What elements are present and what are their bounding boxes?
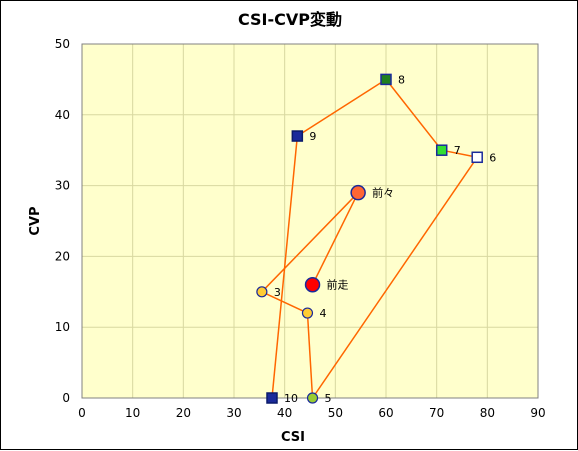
y-tick-label: 40 (55, 108, 70, 122)
trajectory-segment (261, 192, 359, 293)
y-tick-label: 30 (55, 179, 70, 193)
y-tick-label: 10 (55, 320, 70, 334)
data-point-label: 8 (398, 73, 405, 86)
trajectory-segment (261, 291, 308, 314)
y-tick-label: 50 (55, 37, 70, 51)
trajectory-segment (306, 312, 314, 399)
x-axis-ticks: 0 10 20 30 40 50 60 70 80 90 (78, 406, 545, 420)
data-point-label: 9 (309, 130, 316, 143)
x-tick-label: 0 (78, 406, 86, 420)
y-tick-label: 0 (62, 391, 70, 405)
data-point-marker (304, 276, 321, 293)
x-tick-label: 30 (226, 406, 241, 420)
x-tick-label: 50 (328, 406, 343, 420)
data-point-label: 前走 (327, 278, 349, 292)
y-axis-ticks: 0 10 20 30 40 50 (55, 37, 70, 405)
trajectory-segment (311, 156, 478, 399)
data-point-label: 前々 (372, 186, 394, 200)
data-point-label: 3 (274, 286, 281, 299)
chart-title: CSI-CVP変動 (238, 10, 342, 29)
y-axis-title: CVP (28, 206, 43, 235)
trajectory-segment (296, 78, 387, 137)
data-point-label: 4 (319, 307, 326, 320)
data-point-marker (291, 130, 304, 142)
x-axis-title: CSI (281, 430, 305, 445)
data-point-marker (266, 392, 278, 404)
data-point-marker (256, 286, 268, 298)
x-tick-label: 20 (176, 406, 191, 420)
data-points (256, 73, 483, 404)
x-tick-label: 40 (277, 406, 292, 420)
x-tick-label: 10 (125, 406, 140, 420)
trajectory-segment (441, 149, 478, 159)
data-point-marker (435, 144, 448, 156)
data-point-label: 10 (284, 392, 298, 405)
y-tick-label: 20 (55, 249, 70, 263)
plot-area (82, 44, 538, 398)
data-point-label: 5 (325, 392, 332, 405)
trajectory-segment (311, 192, 359, 286)
trajectory-lines (261, 78, 478, 399)
data-point-marker (350, 184, 366, 201)
data-point-marker (301, 307, 314, 319)
data-point-marker (471, 151, 483, 164)
x-tick-label: 80 (480, 406, 495, 420)
data-point-marker (380, 73, 392, 86)
x-tick-label: 90 (530, 406, 545, 420)
trajectory-segment (271, 135, 299, 399)
trajectory-segment (385, 78, 443, 151)
x-tick-label: 60 (378, 406, 393, 420)
data-point-label: 7 (454, 144, 461, 157)
x-tick-label: 70 (429, 406, 444, 420)
data-point-label: 6 (489, 151, 496, 164)
data-point-marker (306, 392, 319, 404)
